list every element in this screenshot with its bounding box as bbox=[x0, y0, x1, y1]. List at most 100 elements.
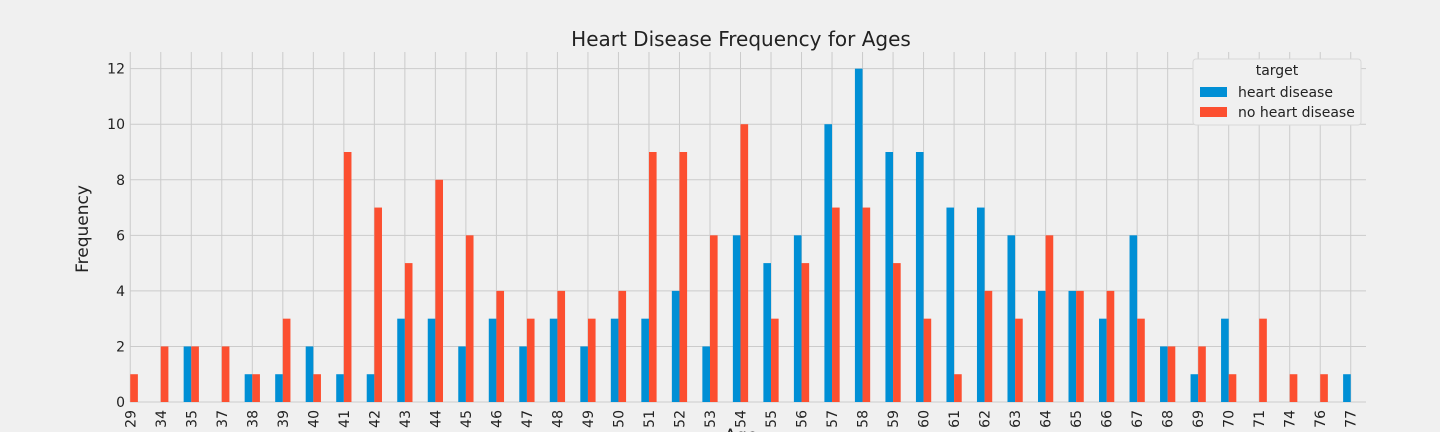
bar bbox=[1190, 374, 1199, 402]
x-tick-label: 49 bbox=[581, 410, 597, 428]
bar bbox=[1099, 318, 1107, 402]
bar bbox=[893, 263, 901, 402]
bar bbox=[648, 152, 657, 402]
x-tick-label: 46 bbox=[489, 410, 505, 428]
bar bbox=[427, 318, 436, 402]
bar bbox=[404, 263, 413, 402]
bar bbox=[832, 207, 840, 402]
bar bbox=[862, 207, 871, 402]
x-tick-label: 53 bbox=[703, 410, 719, 428]
bar bbox=[336, 374, 344, 402]
bar bbox=[771, 318, 779, 402]
bar bbox=[824, 124, 833, 402]
bar bbox=[221, 346, 230, 402]
x-tick-label: 29 bbox=[123, 410, 139, 428]
legend-swatch bbox=[1200, 107, 1227, 117]
bar bbox=[1228, 374, 1237, 402]
bar bbox=[732, 235, 741, 402]
x-tick-label: 77 bbox=[1344, 410, 1360, 428]
bar bbox=[923, 318, 932, 402]
legend-label: no heart disease bbox=[1238, 105, 1355, 121]
bar bbox=[519, 346, 527, 402]
legend-label: heart disease bbox=[1238, 85, 1333, 101]
bar bbox=[557, 290, 566, 402]
bar bbox=[1106, 290, 1115, 402]
x-tick-label: 71 bbox=[1252, 410, 1268, 428]
y-tick-label: 6 bbox=[116, 228, 125, 244]
x-tick-label: 51 bbox=[642, 410, 658, 428]
x-tick-label: 67 bbox=[1130, 410, 1146, 428]
bar bbox=[244, 374, 253, 402]
bar bbox=[183, 346, 192, 402]
bar bbox=[793, 235, 802, 402]
bar bbox=[465, 235, 474, 402]
bar bbox=[488, 318, 497, 402]
bar bbox=[343, 152, 352, 402]
x-tick-label: 47 bbox=[520, 410, 536, 428]
x-tick-label: 54 bbox=[734, 410, 750, 428]
x-tick-label: 50 bbox=[611, 410, 627, 428]
x-tick-label: 65 bbox=[1069, 410, 1085, 428]
x-tick-label: 34 bbox=[154, 410, 170, 428]
bar bbox=[1037, 290, 1046, 402]
bar bbox=[580, 346, 588, 402]
bar bbox=[954, 374, 962, 402]
legend-swatch bbox=[1200, 87, 1227, 97]
x-tick-label: 52 bbox=[672, 410, 688, 428]
bar bbox=[984, 290, 993, 402]
bar bbox=[679, 152, 688, 402]
x-tick-label: 60 bbox=[917, 410, 933, 428]
bar bbox=[1167, 346, 1176, 402]
bar bbox=[740, 124, 749, 402]
bar bbox=[885, 152, 894, 402]
bar bbox=[191, 346, 199, 402]
y-tick-label: 10 bbox=[107, 117, 125, 133]
bar bbox=[305, 346, 314, 402]
bar bbox=[1129, 235, 1138, 402]
x-tick-label: 69 bbox=[1191, 410, 1207, 428]
x-tick-label: 43 bbox=[398, 410, 414, 428]
x-tick-label: 39 bbox=[276, 410, 292, 428]
x-tick-label: 68 bbox=[1161, 410, 1177, 428]
bar bbox=[618, 290, 627, 402]
bar bbox=[374, 207, 382, 402]
x-tick-label: 55 bbox=[764, 410, 780, 428]
x-tick-label: 61 bbox=[947, 410, 963, 428]
x-tick-label: 35 bbox=[184, 410, 200, 428]
x-tick-label: 63 bbox=[1008, 410, 1024, 428]
bar bbox=[641, 318, 649, 402]
bar bbox=[435, 179, 444, 402]
x-tick-label: 48 bbox=[550, 410, 566, 428]
grid bbox=[129, 52, 1366, 403]
bar bbox=[1259, 318, 1267, 402]
bar bbox=[1076, 290, 1084, 402]
x-tick-label: 58 bbox=[856, 410, 872, 428]
bar bbox=[1045, 235, 1054, 402]
bar bbox=[1137, 318, 1145, 402]
bar bbox=[252, 374, 260, 402]
legend-box bbox=[1192, 58, 1362, 126]
bar bbox=[946, 207, 955, 402]
x-tick-label: 42 bbox=[367, 410, 383, 428]
x-tick-label: 44 bbox=[428, 410, 444, 428]
bar bbox=[313, 374, 321, 402]
bar bbox=[282, 318, 291, 402]
bar bbox=[763, 263, 772, 402]
bar bbox=[496, 290, 505, 402]
bar bbox=[1198, 346, 1206, 402]
bar bbox=[130, 374, 138, 402]
bar bbox=[976, 207, 985, 402]
bar bbox=[671, 290, 680, 402]
bar bbox=[801, 263, 810, 402]
bar bbox=[366, 374, 375, 402]
bar bbox=[1068, 290, 1077, 402]
y-tick-label: 8 bbox=[116, 173, 125, 189]
bar bbox=[610, 318, 619, 402]
bar bbox=[1160, 346, 1168, 402]
y-tick-label: 12 bbox=[107, 62, 125, 78]
x-tick-label: 41 bbox=[337, 410, 353, 428]
legend-title: target bbox=[1256, 63, 1299, 79]
bar bbox=[1343, 374, 1351, 402]
y-tick-label: 2 bbox=[116, 339, 125, 355]
